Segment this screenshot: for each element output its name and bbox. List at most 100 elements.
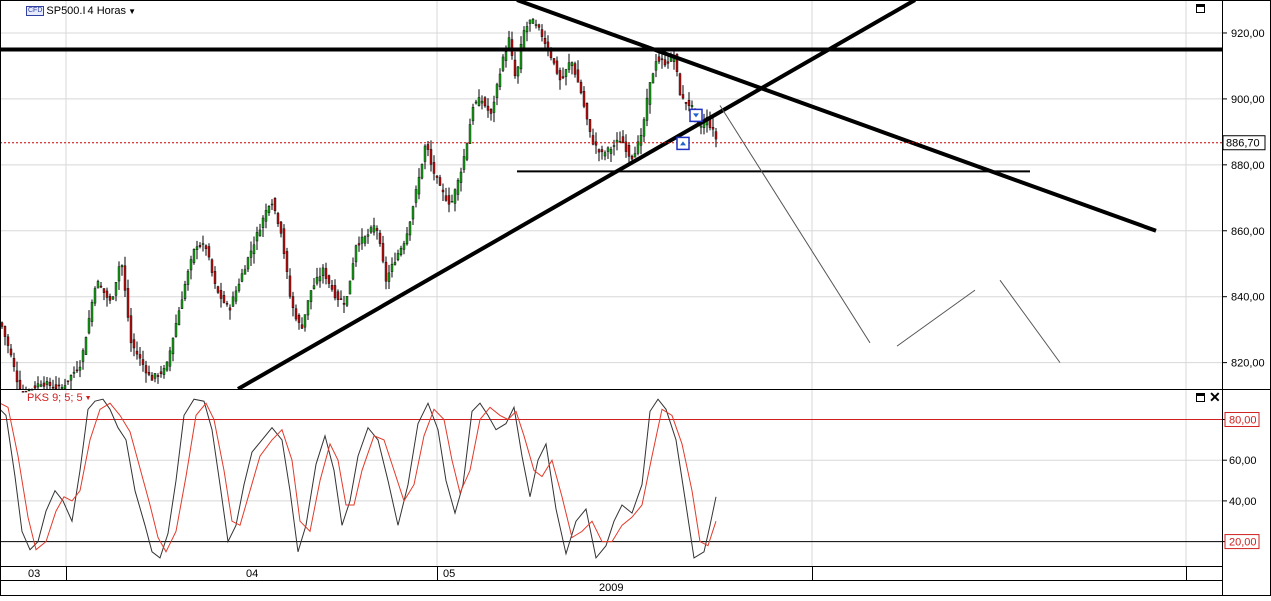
stochastic-k-line (0, 398, 717, 560)
candle-body (447, 195, 451, 205)
close-icon[interactable]: ✕ (1209, 389, 1221, 405)
candle-body (486, 105, 490, 111)
candle-body (564, 69, 568, 77)
chevron-down-icon[interactable]: ▼ (84, 394, 92, 402)
candle-body (357, 243, 361, 246)
candle-body (594, 141, 598, 146)
candle-body (639, 135, 643, 146)
maximize-icon[interactable] (1196, 4, 1205, 13)
candle-body (198, 245, 202, 247)
candle-body (222, 295, 226, 303)
candle-body (129, 315, 133, 344)
indicator-header[interactable]: PKS 9; 5; 5 ▼ (27, 392, 92, 404)
symbol-header[interactable]: CFD SP500.I 4 Horas ▼ (26, 4, 136, 18)
candle-body (321, 267, 325, 277)
candle-body (255, 232, 259, 242)
candle-body (318, 276, 322, 282)
candle-body (483, 97, 487, 107)
osc-level-label-box (1224, 534, 1260, 550)
candle-body (27, 389, 31, 392)
candle-body (204, 245, 208, 249)
candle-body (120, 265, 124, 268)
last-price-box (1222, 135, 1266, 151)
candle-body (126, 288, 130, 318)
candle-body (213, 271, 217, 284)
candle-body (195, 246, 199, 250)
candle-body (522, 30, 526, 49)
candle-body (330, 284, 334, 290)
candle-body (249, 250, 253, 258)
candle-body (582, 91, 586, 107)
candle-body (711, 127, 715, 130)
candle-body (525, 26, 529, 33)
candle-body (537, 24, 541, 28)
osc-tick-label: 60,00 (1229, 455, 1257, 467)
candle-body (237, 283, 241, 291)
candle-body (81, 350, 85, 362)
candle-body (60, 387, 64, 390)
candle-body (495, 84, 499, 98)
candle-body (210, 259, 214, 273)
candle-body (558, 70, 562, 81)
candle-body (579, 81, 583, 94)
price-tick-label: 920,00 (1231, 28, 1265, 40)
candle-body (465, 143, 469, 160)
candle-body (498, 73, 502, 87)
candle-body (630, 155, 634, 160)
symbol-label: SP500.I (46, 5, 86, 17)
candle-body (165, 361, 169, 371)
price-tick-label: 880,00 (1231, 160, 1265, 172)
candle-body (138, 354, 142, 359)
osc-level-label-box (1224, 412, 1260, 428)
candle-body (423, 145, 427, 162)
candle-body (540, 29, 544, 37)
candle-body (189, 259, 193, 271)
candle-body (9, 348, 13, 356)
candle-body (384, 261, 388, 282)
candle-body (66, 380, 70, 382)
candle-body (627, 145, 631, 157)
maximize-icon[interactable] (1196, 393, 1205, 402)
candle-body (396, 253, 400, 261)
candle-body (36, 383, 40, 388)
candle-body (306, 300, 310, 316)
candle-body (57, 384, 61, 387)
time-axis-month-label: 03 (28, 568, 41, 580)
candle-body (480, 100, 484, 104)
candle-body (69, 375, 73, 381)
candle-body (462, 156, 466, 170)
candle-body (381, 243, 385, 262)
candle-body (387, 272, 391, 282)
candle-body (39, 384, 43, 387)
candle-body (288, 275, 292, 297)
projection-line (719, 105, 871, 344)
candle-body (51, 386, 55, 389)
candle-body (141, 359, 145, 365)
candle-body (294, 308, 298, 320)
sell-arrow-icon (693, 113, 699, 118)
candle-body (468, 124, 472, 144)
candle-body (3, 326, 7, 337)
indicator-label: PKS 9; 5; 5 (27, 392, 83, 404)
candle-body (312, 285, 316, 289)
chevron-down-icon[interactable]: ▼ (128, 6, 136, 16)
candle-body (72, 371, 76, 374)
candle-body (156, 375, 160, 377)
osc-tick-label: 40,00 (1229, 496, 1257, 508)
candle-body (162, 368, 166, 375)
candle-body (474, 101, 478, 104)
candle-body (375, 228, 379, 231)
candle-body (273, 197, 277, 211)
candle-body (645, 97, 649, 121)
candle-body (471, 107, 475, 122)
candle-body (618, 141, 622, 143)
candle-body (552, 58, 556, 64)
candle-body (663, 59, 667, 66)
candle-body (93, 288, 97, 304)
candle-body (303, 314, 307, 328)
candle-body (324, 268, 328, 279)
candle-body (570, 62, 574, 66)
candle-body (207, 246, 211, 258)
